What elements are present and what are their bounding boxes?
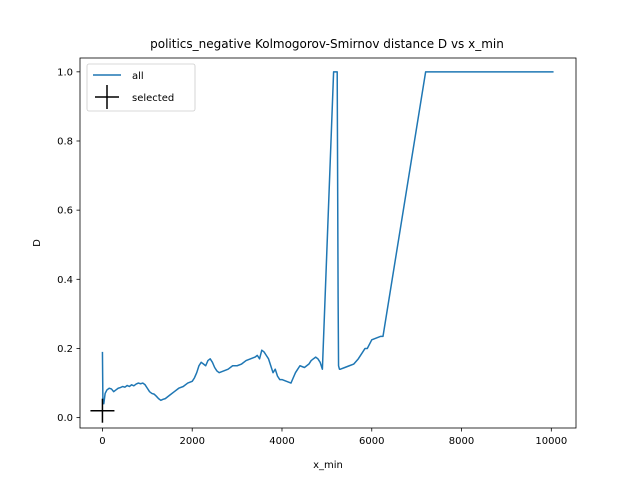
plot-frame xyxy=(79,57,577,429)
y-tick-label: 0.8 xyxy=(57,136,73,147)
x-axis-title: x_min xyxy=(313,460,343,471)
x-axis: 0 2000 4000 6000 8000 10000 xyxy=(99,428,567,447)
x-tick-label: 4000 xyxy=(269,436,294,447)
marker-selected xyxy=(90,398,115,423)
legend-label-selected: selected xyxy=(132,93,174,104)
x-tick-label: 6000 xyxy=(359,436,384,447)
legend-label-all: all xyxy=(132,71,144,82)
x-tick-label: 8000 xyxy=(449,436,474,447)
plot-area xyxy=(80,58,576,428)
y-tick-label: 0.0 xyxy=(57,413,73,424)
chart-title: politics_negative Kolmogorov-Smirnov dis… xyxy=(150,37,504,51)
x-tick-label: 10000 xyxy=(535,436,567,447)
legend-swatch-selected xyxy=(95,85,119,109)
legend: all selected xyxy=(86,63,196,112)
series-layer xyxy=(90,71,554,423)
y-axis-title: D xyxy=(32,239,43,247)
y-tick-label: 0.6 xyxy=(57,206,73,217)
x-tick-label: 2000 xyxy=(179,436,204,447)
y-tick-label: 0.2 xyxy=(57,344,73,355)
y-axis: 0.0 0.2 0.4 0.6 0.8 1.0 xyxy=(57,67,80,424)
y-tick-label: 1.0 xyxy=(57,67,73,78)
series-line-all xyxy=(101,71,554,405)
x-tick-label: 0 xyxy=(99,436,105,447)
y-tick-label: 0.4 xyxy=(57,275,73,286)
